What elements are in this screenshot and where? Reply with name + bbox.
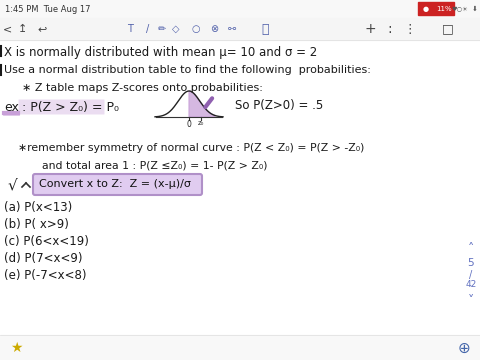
Text: ˅: ˅: [468, 294, 474, 307]
Text: ⊗: ⊗: [210, 24, 218, 34]
Text: (b) P( x>9): (b) P( x>9): [4, 218, 69, 231]
Text: 11%: 11%: [436, 5, 452, 12]
Text: ⬇: ⬇: [472, 6, 478, 12]
Text: ◇: ◇: [172, 24, 180, 34]
Polygon shape: [189, 91, 215, 117]
Text: □: □: [442, 23, 454, 36]
Text: ★: ★: [10, 341, 22, 355]
Text: T: T: [127, 24, 133, 34]
Bar: [0, 335, 480, 360]
Text: (e) P(-7<x<8): (e) P(-7<x<8): [4, 269, 86, 282]
Text: and total area 1 : P(Z ≤Z₀) = 1- P(Z > Z₀): and total area 1 : P(Z ≤Z₀) = 1- P(Z > Z…: [35, 160, 267, 170]
Text: (c) P(6<x<19): (c) P(6<x<19): [4, 235, 89, 248]
Text: ∗remember symmetry of normal curve : P(Z < Z₀) = P(Z > -Z₀): ∗remember symmetry of normal curve : P(Z…: [18, 143, 364, 153]
Text: ✏: ✏: [158, 24, 166, 34]
Text: 1:45 PM  Tue Aug 17: 1:45 PM Tue Aug 17: [5, 5, 91, 14]
Text: ⤣: ⤣: [261, 23, 269, 36]
Bar: [0, 18, 480, 40]
Text: ↩: ↩: [37, 24, 47, 34]
Text: ⚯: ⚯: [228, 24, 236, 34]
Text: √: √: [8, 177, 18, 192]
Text: (d) P(7<x<9): (d) P(7<x<9): [4, 252, 83, 265]
Text: ⋮: ⋮: [404, 23, 416, 36]
Text: 5: 5: [468, 258, 474, 268]
Text: ˄: ˄: [468, 242, 474, 255]
Text: Convert x to Z:  Z = (x-μ)/σ: Convert x to Z: Z = (x-μ)/σ: [39, 179, 191, 189]
Text: ○: ○: [192, 24, 200, 34]
Text: 0: 0: [187, 120, 192, 129]
Text: :: :: [388, 22, 392, 36]
Text: ♥○☀: ♥○☀: [452, 6, 468, 12]
Text: ∗ Z table maps Z-scores onto probabilities:: ∗ Z table maps Z-scores onto probabiliti…: [22, 83, 263, 93]
Text: (a) P(x<13): (a) P(x<13): [4, 201, 72, 214]
FancyBboxPatch shape: [33, 174, 202, 195]
Text: 42: 42: [466, 280, 477, 289]
Text: /: /: [469, 270, 473, 280]
Text: X is normally distributed with mean μ= 10 and σ = 2: X is normally distributed with mean μ= 1…: [4, 46, 317, 59]
Text: <: <: [3, 24, 12, 34]
Text: z₀: z₀: [198, 120, 204, 126]
Bar: [0, 0, 480, 18]
Text: : P(Z > Z₀) = P₀: : P(Z > Z₀) = P₀: [18, 101, 119, 114]
Text: ex: ex: [4, 101, 19, 114]
Text: ↥: ↥: [17, 24, 27, 34]
Text: +: +: [364, 22, 376, 36]
Text: Use a normal distribution table to find the following  probabilities:: Use a normal distribution table to find …: [4, 65, 371, 75]
Text: /: /: [146, 24, 150, 34]
Text: ●: ●: [423, 5, 429, 12]
Text: ⊕: ⊕: [457, 341, 470, 356]
Bar: [418, 2, 454, 15]
FancyBboxPatch shape: [19, 99, 105, 114]
Text: So P(Z>0) = .5: So P(Z>0) = .5: [235, 99, 323, 112]
